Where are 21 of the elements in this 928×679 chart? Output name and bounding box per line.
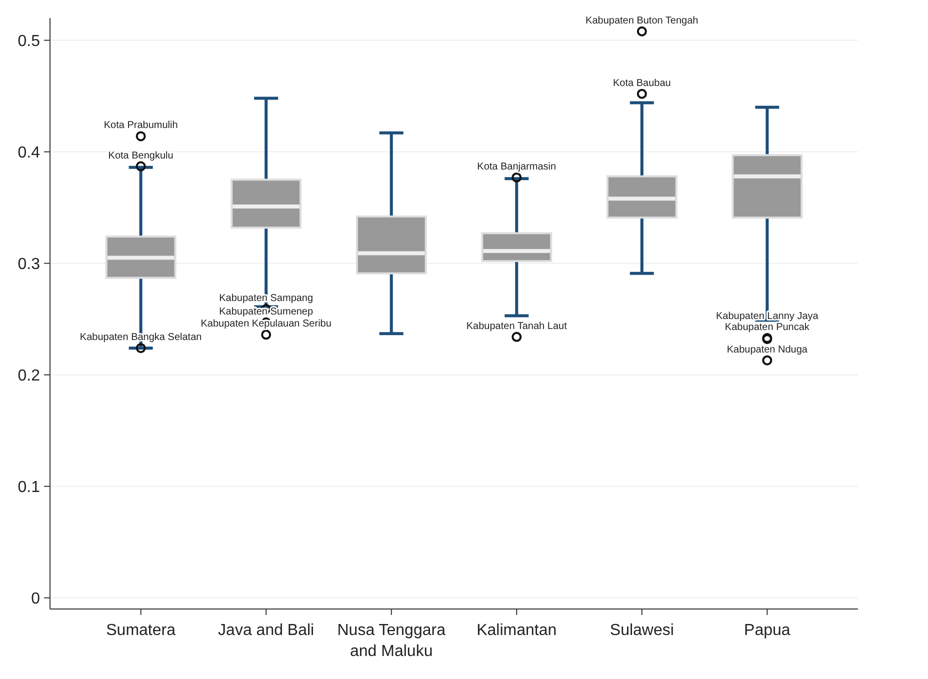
annotation: Kabupaten Buton Tengah <box>586 15 698 26</box>
y-tick-label: 0.2 <box>18 367 40 384</box>
y-tick-label: 0 <box>31 590 40 608</box>
y-tick-label: 0.1 <box>18 478 40 496</box>
x-tick-label: Java and Bali <box>218 622 314 639</box>
x-tick-label: Papua <box>744 622 790 639</box>
annotation: Kabupaten Nduga <box>726 344 808 356</box>
annotation: Kota Banjarmasin <box>477 161 556 172</box>
annotation: Kota Prabumulih <box>104 120 178 132</box>
y-tick-label: 0.3 <box>18 256 40 273</box>
x-tick-label: Sumatera <box>106 622 176 639</box>
y-tick-label: 0.4 <box>18 144 40 162</box>
annotation: Kabupaten Sumenep <box>219 306 314 318</box>
annotation: Kabupaten Tanah Laut <box>466 320 568 332</box>
x-tick-label: Sulawesi <box>610 622 674 639</box>
y-tick-label: 0.5 <box>18 32 40 50</box>
annotation: Kota Baubau <box>612 78 671 89</box>
annotation: Kabupaten Puncak <box>724 322 810 334</box>
x-tick-label: Nusa Tenggara and Maluku <box>337 622 446 660</box>
annotation: Kota Bengkulu <box>108 150 174 162</box>
x-tick-label: Kalimantan <box>476 622 557 639</box>
